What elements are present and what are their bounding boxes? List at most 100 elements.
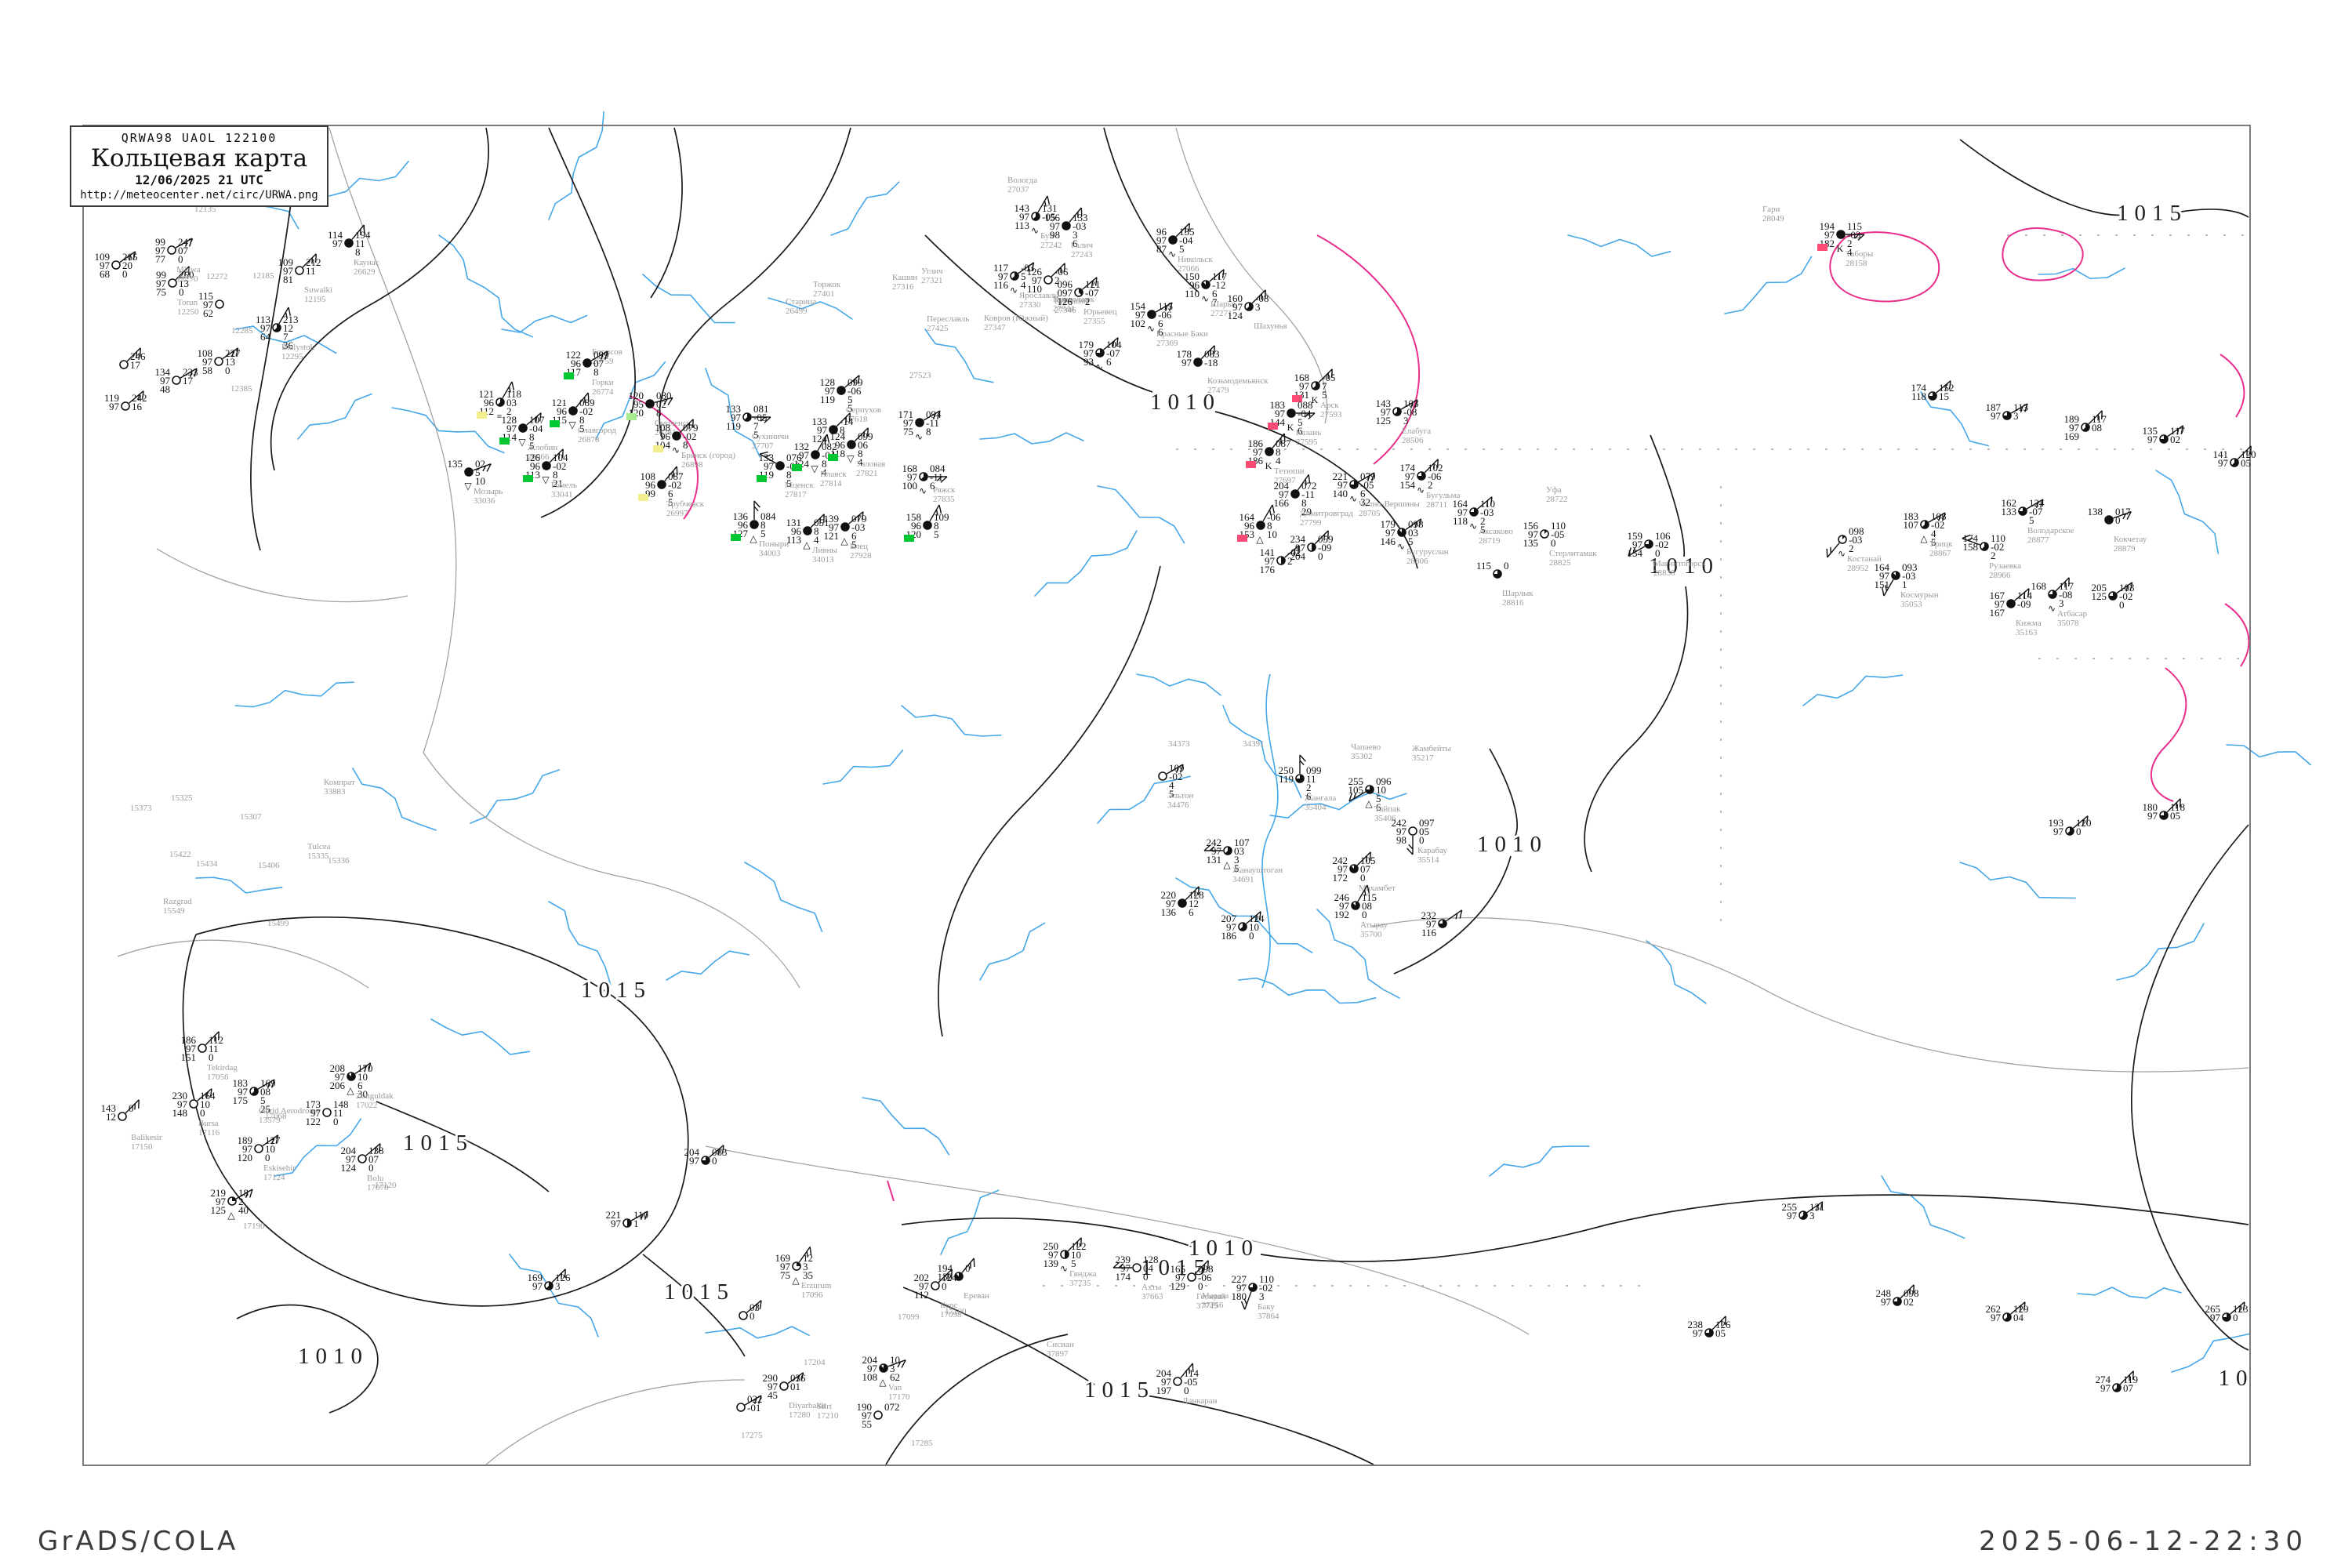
station-right-value: 20 bbox=[122, 260, 132, 271]
station-left-value: 64 bbox=[260, 331, 271, 343]
station-right-value: 8 bbox=[529, 431, 535, 443]
cloud-cover-fill bbox=[1842, 535, 1846, 539]
station-left-value: 96 bbox=[1189, 279, 1200, 291]
station-id: 26781 bbox=[655, 428, 677, 437]
cloud-cover-fill bbox=[848, 441, 855, 448]
station-right-value: 8 bbox=[1267, 520, 1272, 532]
station-id-label: 15549 bbox=[163, 906, 185, 916]
wind-barb bbox=[1928, 512, 1946, 523]
station-right-value: 107 bbox=[529, 414, 545, 426]
cloud-cover-fill bbox=[1287, 409, 1295, 417]
station-id: 37735 bbox=[1069, 1279, 1091, 1288]
station-left-value: 93 bbox=[1083, 356, 1094, 368]
station-right-value: 104 bbox=[1106, 339, 1122, 350]
station-left-value: 112 bbox=[914, 1289, 929, 1301]
station-left-value: 77 bbox=[155, 253, 166, 265]
station-left-value: 126 bbox=[525, 452, 541, 463]
station-right-value: -02 bbox=[1655, 539, 1668, 550]
station-name: Челно-Вершины bbox=[1359, 499, 1421, 509]
river-line bbox=[705, 368, 760, 458]
station-id: 27618 bbox=[846, 415, 868, 424]
station-left-value: 97 bbox=[186, 1043, 197, 1054]
front-line bbox=[2151, 667, 2187, 802]
station-id-label: 15434 bbox=[196, 859, 218, 869]
station-left-value: 290 bbox=[763, 1372, 779, 1384]
station-right-value: 0 bbox=[1198, 1280, 1203, 1292]
isobar-line bbox=[236, 1304, 379, 1414]
wind-barb bbox=[551, 1269, 566, 1283]
river-line bbox=[391, 407, 505, 454]
station-left-value: 114 bbox=[328, 229, 343, 241]
station-right-value: 2 bbox=[1287, 555, 1293, 567]
station-left-value: 45 bbox=[768, 1389, 778, 1401]
station-right-value: -06 bbox=[1158, 309, 1172, 321]
weather-symbol: ∿ bbox=[1469, 521, 1477, 532]
station-left-value: 97 bbox=[260, 322, 271, 334]
wind-barb bbox=[1297, 474, 1311, 491]
station-name: Приволжск bbox=[1053, 295, 1095, 304]
station-name: Карс bbox=[940, 1301, 958, 1310]
station-right-value: -11 bbox=[926, 417, 939, 429]
cloud-cover-symbol bbox=[1044, 275, 1053, 285]
station-left-value: 151 bbox=[1875, 579, 1890, 590]
wind-barb bbox=[1357, 884, 1370, 902]
wind-barb bbox=[1155, 302, 1173, 313]
station-right-value: 127 bbox=[265, 1134, 281, 1146]
station-right-value: 079 bbox=[683, 422, 699, 434]
station-right-value: 03 bbox=[1234, 845, 1244, 857]
station-right-value: 131 bbox=[1042, 202, 1058, 214]
station-right-value: 2 bbox=[1849, 543, 1854, 554]
wind-barb bbox=[222, 347, 239, 360]
station-right-value: 36 bbox=[283, 339, 294, 351]
cloud-cover-fill bbox=[1800, 1211, 1807, 1219]
station-left-value: 97 bbox=[1881, 1296, 1892, 1308]
station-right-value: 07 bbox=[368, 1153, 379, 1165]
station-left-value: 204 bbox=[1156, 1367, 1172, 1379]
station-left-value: 124 bbox=[830, 430, 846, 442]
weather-symbol: K bbox=[1312, 394, 1319, 405]
station-right-value: 4 bbox=[1276, 455, 1281, 466]
station-right-value: 0 bbox=[2115, 514, 2121, 526]
weather-symbol: ▽ bbox=[518, 437, 526, 448]
station-right-value: 4 bbox=[822, 466, 827, 478]
river-line bbox=[2155, 470, 2220, 554]
station-right-value: 110 bbox=[1991, 532, 2005, 544]
cloud-cover-fill bbox=[1178, 899, 1186, 907]
station-id-label: 35302 bbox=[1351, 752, 1373, 761]
station-left-value: 168 bbox=[902, 463, 918, 474]
station-left-value: 121 bbox=[552, 397, 568, 408]
station-left-value: 96 bbox=[571, 358, 582, 369]
wind-barb bbox=[1314, 530, 1329, 545]
wind-barb bbox=[848, 511, 864, 524]
station-right-value: 5 bbox=[1376, 793, 1381, 804]
station-left-value: 274 bbox=[2096, 1374, 2111, 1385]
station-right-value: -03 bbox=[1480, 506, 1494, 518]
station-id-label: 15373 bbox=[130, 804, 152, 813]
station-right-value: 5 bbox=[1169, 788, 1174, 800]
station-left-value: 116 bbox=[993, 279, 1009, 291]
wind-barb bbox=[1067, 1237, 1082, 1252]
station-name-label: Старица bbox=[786, 297, 816, 307]
station-right-value: 05 bbox=[1419, 826, 1429, 837]
wind-barb bbox=[526, 412, 542, 426]
weather-symbol: △ bbox=[879, 1377, 887, 1388]
station-right-value: 05 bbox=[1715, 1327, 1726, 1339]
precip-marker bbox=[904, 535, 914, 542]
station-name-label: Мараза bbox=[1202, 1291, 1229, 1301]
station-left-value: 186 bbox=[1248, 437, 1264, 449]
station-name: Трубчевск bbox=[666, 499, 705, 509]
precip-marker bbox=[499, 437, 510, 445]
station-id: 28838 bbox=[1653, 568, 1675, 578]
station-left-value: 133 bbox=[726, 403, 742, 415]
station-id-label: 27523 bbox=[909, 371, 931, 380]
